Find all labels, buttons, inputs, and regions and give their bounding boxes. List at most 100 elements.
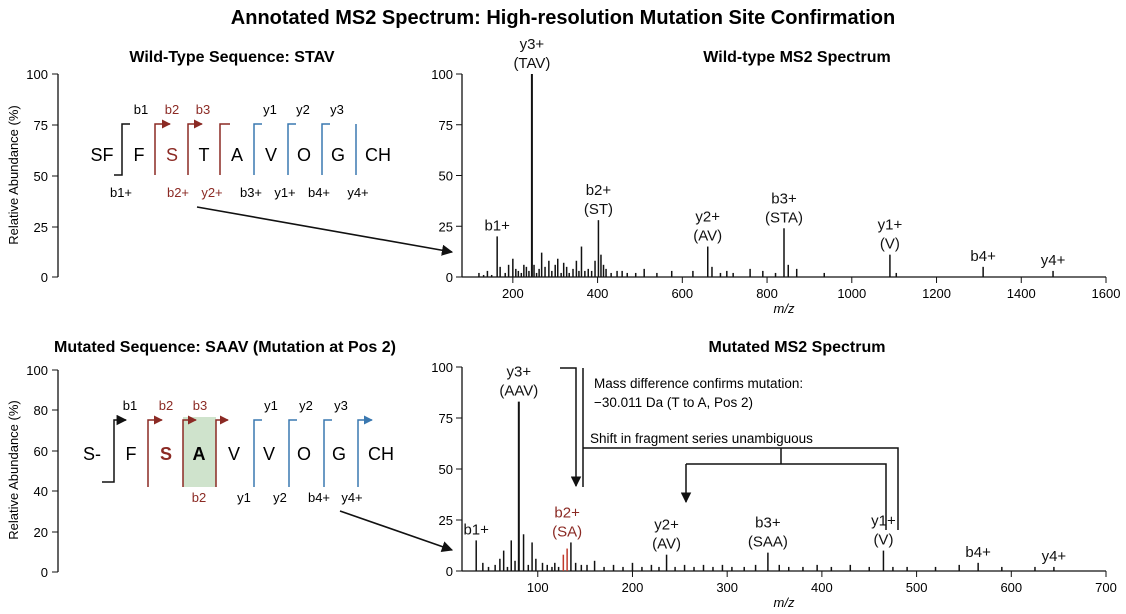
peak-label: y3+ [507, 364, 532, 381]
wt-bottom-label: b1+ [110, 185, 132, 200]
y-tick-label: 25 [439, 513, 453, 528]
mut-top-label: y3 [334, 398, 348, 413]
mut-top-label: b2 [159, 398, 173, 413]
x-tick-label: 600 [671, 286, 693, 301]
peak-label-fragment: (AAV) [499, 383, 538, 400]
x-tick-label: 1200 [922, 286, 951, 301]
wt-y-axis-label: Relative Abundance (%) [6, 105, 21, 244]
mut-top-label: y2 [299, 398, 313, 413]
peak-label: y3+ [520, 36, 545, 53]
wt-residue: S [166, 145, 178, 165]
wt-diagram: Wild-Type Sequence: STAV Relative Abunda… [6, 49, 454, 285]
peak-label-fragment: (SAA) [748, 534, 788, 551]
wt-bottom-label: y1+ [274, 185, 295, 200]
y-tick-label: 75 [439, 118, 453, 133]
wt-y-ticks: 100 75 50 25 0 [26, 67, 58, 285]
mut-top-label: b1 [123, 398, 137, 413]
wt-diagram-title: Wild-Type Sequence: STAV [129, 49, 335, 66]
mut-diagram: Mutated Sequence: SAAV (Mutation at Pos … [6, 339, 454, 580]
spectrum-title: Mutated MS2 Spectrum [709, 339, 886, 356]
wt-fragment-brackets [114, 119, 357, 176]
peak-label: y4+ [1041, 252, 1066, 269]
mutation-annotations: Mass difference confirms mutation: −30.0… [560, 367, 899, 530]
shift-arrow [686, 463, 887, 530]
wt-ytick-label: 75 [34, 118, 48, 133]
mut-ytick-label: 40 [34, 484, 48, 499]
y-tick-label: 0 [446, 270, 453, 285]
spectrum-title: Wild-type MS2 Spectrum [703, 49, 890, 66]
x-tick-label: 400 [811, 580, 833, 595]
shift-note: Shift in fragment series unambiguous [590, 431, 813, 446]
wt-bottom-label: b2+ [167, 185, 189, 200]
mut-residue: G [332, 444, 346, 464]
x-tick-label: 1400 [1007, 286, 1036, 301]
mut-spectrum: Mutated MS2 Spectrum 0 25 50 75 100 100 200 300 4… [431, 339, 1117, 610]
mut-ytick-label: 60 [34, 444, 48, 459]
x-tick-label: 200 [502, 286, 524, 301]
y-tick-label: 100 [431, 67, 453, 82]
mut-residue: F [126, 444, 137, 464]
mut-ytick-label: 0 [41, 565, 48, 580]
wt-top-label: y1 [263, 102, 277, 117]
y-tick-label: 50 [439, 169, 453, 184]
mut-ytick-label: 20 [34, 525, 48, 540]
mass-diff-bracket [560, 367, 582, 488]
figure-title: Annotated MS2 Spectrum: High-resolution … [231, 7, 895, 29]
wt-top-label: y2 [296, 102, 310, 117]
wt-bottom-label: b3+ [240, 185, 262, 200]
wt-top-label: b1 [134, 102, 148, 117]
peak-label-fragment: (V) [873, 532, 893, 549]
wt-bottom-label: b4+ [308, 185, 330, 200]
peak-label: b3+ [771, 190, 797, 207]
peak-label: y1+ [878, 217, 903, 234]
y-tick-label: 50 [439, 462, 453, 477]
wt-residue: G [331, 145, 345, 165]
wt-residue: V [265, 145, 277, 165]
wt-top-label: b2 [165, 102, 179, 117]
mut-diagram-title: Mutated Sequence: SAAV (Mutation at Pos … [54, 339, 396, 356]
mut-residue: V [263, 444, 275, 464]
wt-ytick-label: 25 [34, 220, 48, 235]
y-tick-label: 100 [431, 360, 453, 375]
peak-label-fragment: (ST) [584, 201, 613, 218]
wt-residue: SF [90, 145, 113, 165]
mut-y-ticks: 100 80 60 40 20 0 [26, 363, 58, 580]
mut-fragment-brackets [102, 414, 373, 487]
peak-label-fragment: (STA) [765, 209, 803, 226]
mass-difference-value: −30.011 Da (T to A, Pos 2) [594, 395, 753, 410]
mut-connector-arrow [339, 510, 454, 552]
x-axis-label: m/z [774, 301, 795, 316]
x-tick-label: 700 [1095, 580, 1117, 595]
x-tick-label: 1000 [837, 286, 866, 301]
peak-label: b2+ [586, 182, 612, 199]
peak-label: b3+ [755, 515, 781, 532]
mut-bottom-label: y4+ [341, 490, 362, 505]
x-tick-label: 300 [716, 580, 738, 595]
peak-label: b4+ [965, 544, 991, 561]
peak-label-fragment: (SA) [552, 523, 582, 540]
wt-residue: CH [365, 145, 391, 165]
mut-ytick-label: 100 [26, 363, 48, 378]
shift-bracket [583, 447, 899, 530]
peak-label-fragment: (AV) [693, 228, 722, 245]
mass-difference-note: Mass difference confirms mutation: [594, 376, 803, 391]
wt-spectrum: Wild-type MS2 Spectrum 0 25 50 75 100 200 400 60… [431, 36, 1120, 316]
y-tick-label: 75 [439, 411, 453, 426]
x-tick-label: 200 [622, 580, 644, 595]
x-tick-label: 100 [527, 580, 549, 595]
mut-residue: S [160, 444, 172, 464]
wt-top-label: b3 [196, 102, 210, 117]
mut-residue: A [193, 444, 206, 464]
mut-residue: S- [83, 444, 101, 464]
mut-top-label: y1 [264, 398, 278, 413]
wt-ytick-label: 100 [26, 67, 48, 82]
mut-top-label: b3 [193, 398, 207, 413]
peak-label: y4+ [1042, 548, 1067, 565]
x-tick-label: 600 [1000, 580, 1022, 595]
mut-bottom-label: y2 [273, 490, 287, 505]
x-tick-label: 400 [587, 286, 609, 301]
mut-bottom-label: b2 [192, 490, 206, 505]
wt-residue: A [231, 145, 243, 165]
mut-bottom-label: b4+ [308, 490, 330, 505]
